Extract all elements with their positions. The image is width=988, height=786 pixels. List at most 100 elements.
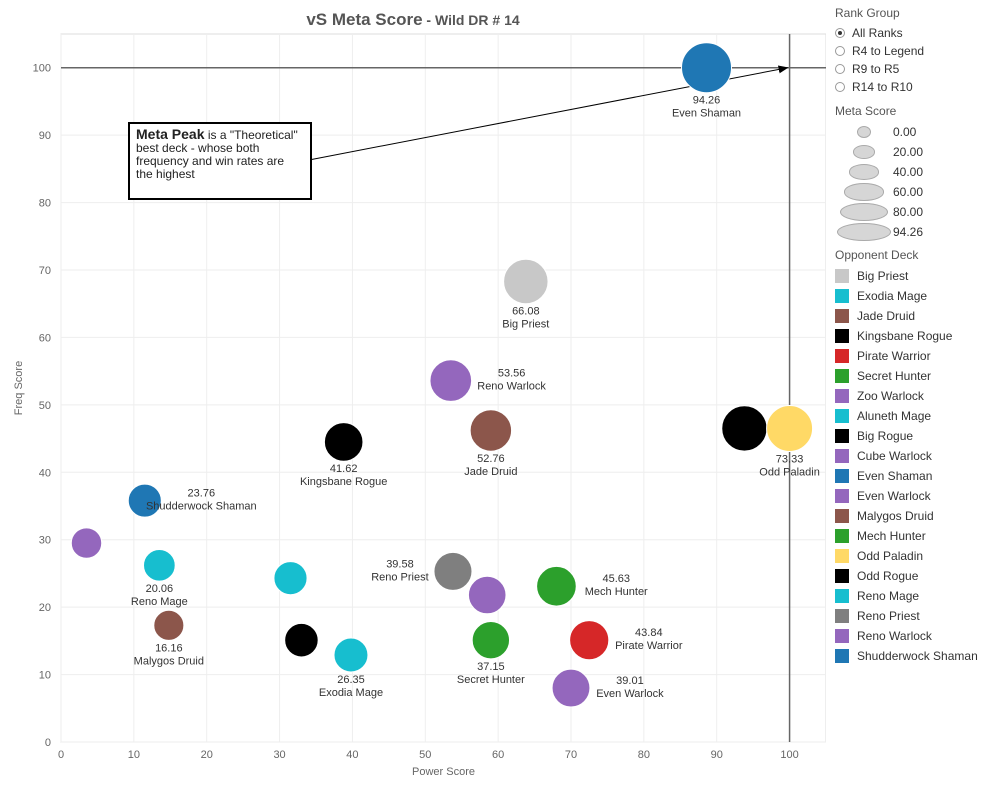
point-deck-label: Secret Hunter [457,674,525,686]
point-score-label: 39.01 [616,675,644,687]
deck-legend-label: Cube Warlock [857,449,932,463]
rank-option-label: R14 to R10 [852,80,913,94]
size-legend-item: 20.00 [835,142,985,162]
data-point[interactable] [536,565,577,607]
deck-legend-item: Aluneth Mage [835,406,985,426]
data-point[interactable] [469,409,513,452]
deck-legend-item: Kingsbane Rogue [835,326,985,346]
radio-icon[interactable] [835,64,845,74]
deck-color-swatch [835,489,849,503]
rank-option[interactable]: R4 to Legend [835,42,985,60]
point-score-label: 53.56 [498,368,526,380]
rank-option[interactable]: R14 to R10 [835,78,985,96]
data-point[interactable] [323,422,364,462]
point-score-label: 20.06 [146,583,174,595]
size-legend-label: 60.00 [893,185,924,199]
y-axis-title: Freq Score [13,361,25,415]
data-point[interactable] [681,42,733,94]
data-point[interactable] [503,258,549,305]
size-swatch [835,223,893,241]
radio-icon[interactable] [835,28,845,38]
data-point[interactable] [569,620,610,661]
size-circle-icon [857,126,871,138]
deck-color-swatch [835,549,849,563]
deck-legend-label: Odd Rogue [857,569,919,583]
deck-legend-item: Malygos Druid [835,506,985,526]
point-score-label: 45.63 [602,573,630,585]
deck-legend-item: Exodia Mage [835,286,985,306]
rank-group-filter[interactable]: All Ranks R4 to Legend R9 to R5 R14 to R10 [835,24,985,96]
data-point[interactable] [471,621,511,660]
y-tick-label: 30 [39,535,51,547]
deck-legend-label: Mech Hunter [857,529,926,543]
y-tick-label: 90 [39,130,51,142]
data-point[interactable] [143,548,176,582]
data-point[interactable] [467,575,507,615]
x-tick-label: 70 [565,749,577,761]
size-legend-item: 0.00 [835,122,985,142]
data-point[interactable] [429,359,473,402]
radio-icon[interactable] [835,82,845,92]
y-tick-label: 50 [39,400,51,412]
x-tick-label: 100 [780,749,798,761]
point-deck-label: Kingsbane Rogue [300,476,387,488]
x-tick-label: 50 [419,749,431,761]
deck-color-swatch [835,409,849,423]
deck-color-swatch [835,529,849,543]
size-swatch [835,203,893,221]
data-point[interactable] [721,405,768,452]
point-deck-label: Odd Paladin [759,466,820,478]
scatter-chart: 0 10 20 30 40 50 60 70 80 90 100 0 10 20 30 40 50 60 70 80 9… [13,33,826,778]
deck-legend-label: Shudderwock Shaman [857,649,978,663]
point-score-label: 16.16 [155,642,183,654]
point-deck-label: Reno Priest [371,571,428,583]
point-deck-label: Big Priest [502,319,549,331]
chart-title-sub: - Wild DR # 14 [422,12,520,28]
data-point[interactable] [284,622,319,658]
deck-color-swatch [835,649,849,663]
deck-legend-label: Big Priest [857,269,909,283]
x-tick-label: 90 [711,749,723,761]
data-point[interactable] [273,561,308,596]
deck-legend-item: Even Shaman [835,466,985,486]
data-point[interactable] [153,609,185,641]
radio-icon[interactable] [835,46,845,56]
annotation-bold: Meta Peak [136,126,205,142]
chart-title: vS Meta Score - Wild DR # 14 [0,10,826,30]
data-point[interactable] [551,668,591,708]
point-deck-label: Reno Warlock [477,381,546,393]
deck-legend-item: Big Rogue [835,426,985,446]
size-legend-label: 80.00 [893,205,924,219]
data-point[interactable] [766,404,814,452]
point-score-label: 41.62 [330,463,358,475]
point-score-label: 66.08 [512,306,540,318]
opponent-deck-legend: Big Priest Exodia Mage Jade Druid Kingsbane… [835,266,985,666]
point-score-label: 39.58 [386,558,414,570]
size-legend-item: 60.00 [835,182,985,202]
deck-legend-label: Kingsbane Rogue [857,329,953,343]
size-swatch [835,145,893,159]
data-point[interactable] [333,637,369,673]
deck-color-swatch [835,429,849,443]
deck-legend-item: Secret Hunter [835,366,985,386]
rank-option-label: R9 to R5 [852,62,900,76]
deck-legend-label: Aluneth Mage [857,409,932,423]
point-score-label: 43.84 [635,627,663,639]
rank-option[interactable]: All Ranks [835,24,985,42]
point-deck-label: Mech Hunter [585,586,648,598]
size-swatch [835,126,893,138]
rank-option[interactable]: R9 to R5 [835,60,985,78]
size-circle-icon [852,145,876,159]
size-legend-item: 94.26 [835,222,985,242]
deck-color-swatch [835,449,849,463]
deck-legend-item: Zoo Warlock [835,386,985,406]
rank-option-label: R4 to Legend [852,44,925,58]
x-tick-label: 40 [346,749,358,761]
data-point[interactable] [127,483,162,518]
deck-legend-label: Even Warlock [857,489,931,503]
data-point[interactable] [433,551,473,591]
point-deck-label: Even Warlock [596,688,664,700]
size-circle-icon [837,223,891,241]
data-point[interactable] [70,527,103,559]
point-score-label: 73.33 [776,453,804,465]
